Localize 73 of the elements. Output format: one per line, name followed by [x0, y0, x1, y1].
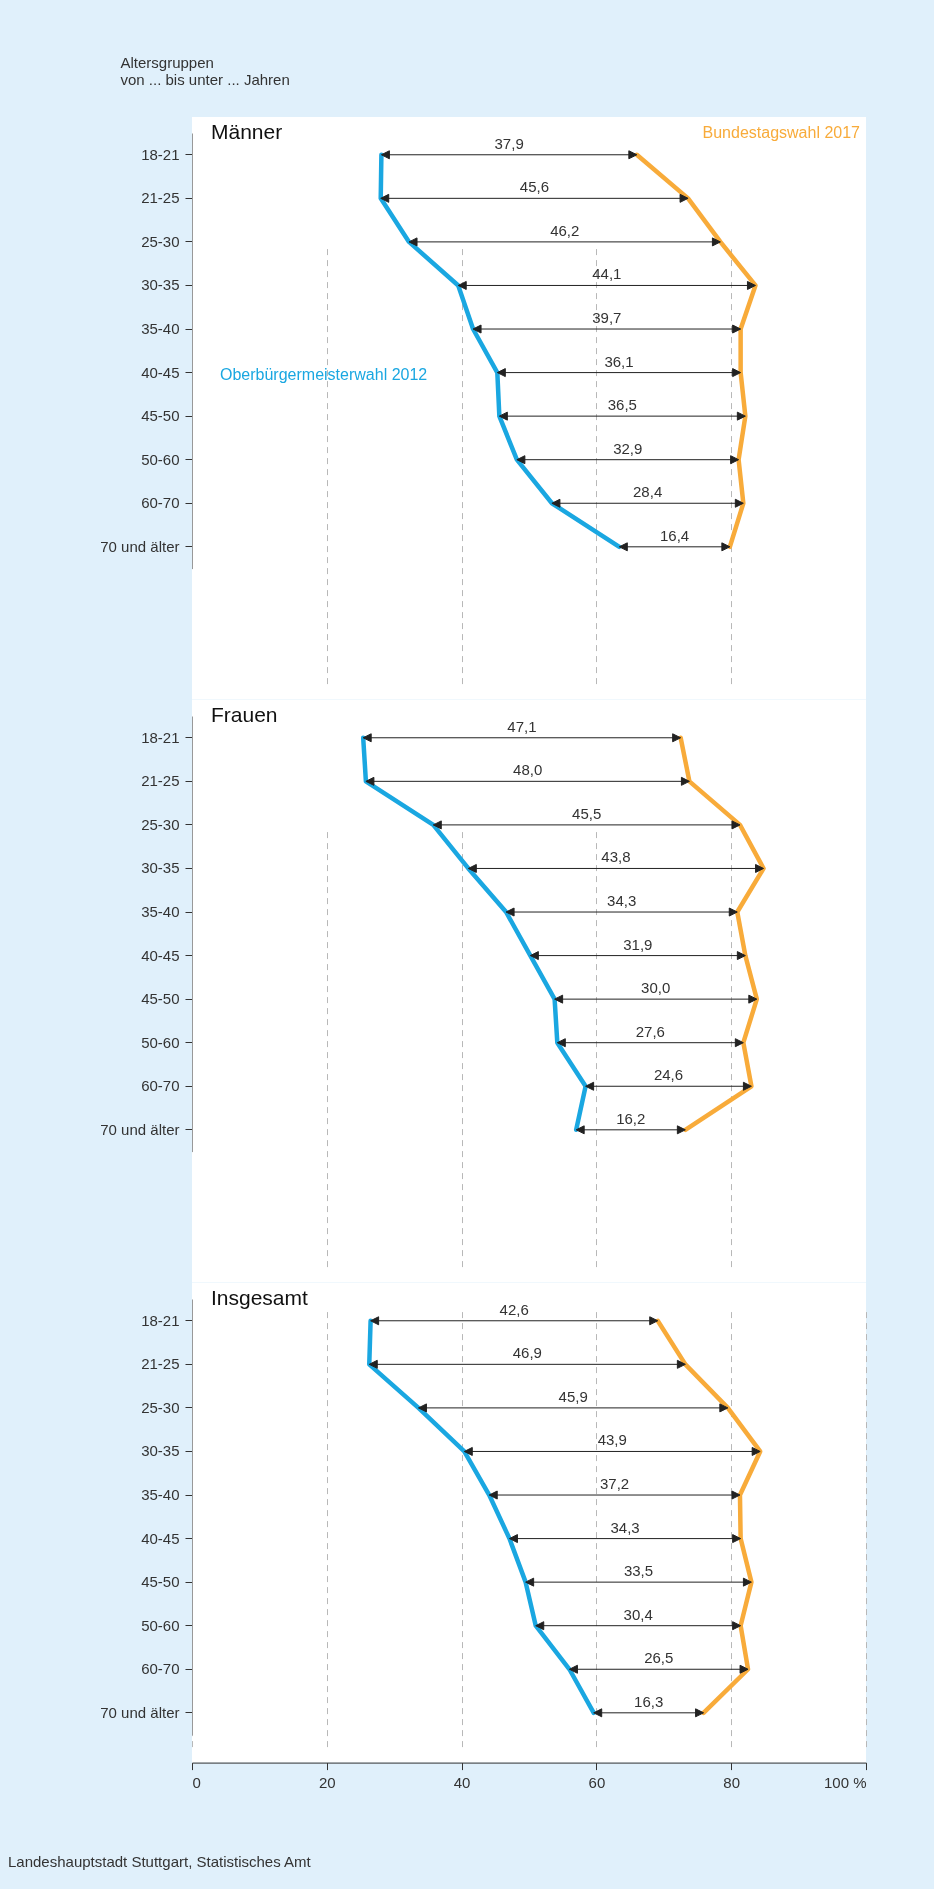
x-tick-label: 40 [453, 1774, 471, 1792]
x-tick-label: 100 % [823, 1774, 867, 1792]
annotation: 30,0 [641, 979, 671, 997]
y-tick-label: 21-25 [141, 772, 180, 790]
annotation: 36,5 [607, 396, 637, 414]
annotation: 46,9 [512, 1344, 542, 1362]
y-tick-label: 40-45 [141, 1529, 180, 1547]
annotation: 45,5 [572, 804, 602, 822]
annotation: 45,9 [558, 1387, 588, 1405]
annotation: 26,5 [644, 1649, 674, 1667]
y-tick-label: 50-60 [141, 1033, 180, 1051]
y-tick-label: 50-60 [141, 1616, 180, 1634]
y-tick-label: 60-70 [141, 494, 180, 512]
y-tick-label: 35-40 [141, 903, 180, 921]
x-tick-label: 20 [318, 1774, 336, 1792]
y-tick-label: 45-50 [141, 407, 180, 425]
y-tick-label: 70 und älter [100, 537, 180, 555]
annotation: 45,6 [519, 178, 549, 196]
annotation: 43,9 [597, 1431, 627, 1449]
annotation: 36,1 [604, 352, 634, 370]
y-tick-label: 70 und älter [100, 1120, 180, 1138]
y-tick-label: 18-21 [141, 145, 180, 163]
annotation: 27,6 [635, 1022, 665, 1040]
annotation: 16,2 [616, 1109, 646, 1127]
chart-title: Frauen [211, 703, 278, 726]
annotation: 30,4 [623, 1605, 653, 1623]
annotation: 37,9 [494, 134, 524, 152]
annotation: 47,1 [507, 717, 537, 735]
chart-title: Insgesamt [211, 1286, 309, 1309]
annotation: 37,2 [600, 1475, 630, 1493]
text: Bundestagswahl 2017 [702, 124, 861, 141]
annotation: 16,3 [634, 1692, 664, 1710]
y-tick-label: 40-45 [141, 363, 180, 381]
text: Landeshauptstadt Stuttgart, Statistisches Amt [8, 1852, 312, 1870]
y-tick-label: 60-70 [141, 1077, 180, 1095]
y-tick-label: 45-50 [141, 990, 180, 1008]
annotation: 16,4 [659, 526, 690, 544]
y-tick-label: 45-50 [141, 1573, 180, 1591]
y-tick-label: 30-35 [141, 859, 180, 877]
annotation: 34,3 [610, 1518, 640, 1536]
annotation: 28,4 [633, 483, 663, 501]
y-tick-label: 70 und älter [100, 1703, 180, 1721]
y-tick-label: 30-35 [141, 276, 180, 294]
y-tick-label: 35-40 [141, 1486, 180, 1504]
y-tick-label: 25-30 [141, 232, 180, 250]
x-tick-label: 60 [588, 1774, 606, 1792]
y-tick-label: 35-40 [141, 320, 180, 338]
annotation: 43,8 [601, 848, 631, 866]
annotation: 42,6 [499, 1300, 529, 1318]
x-tick-label: 0 [192, 1774, 201, 1792]
y-tick-label: 50-60 [141, 450, 180, 468]
y-axis-title: Altersgruppen von ... bis unter ... Jahren [120, 53, 290, 88]
annotation: 46,2 [550, 221, 580, 239]
annotation: 39,7 [592, 309, 622, 327]
annotation: 32,9 [613, 439, 643, 457]
y-tick-label: 30-35 [141, 1442, 180, 1460]
text: Oberbürgermeisterwahl 2012 [220, 366, 428, 383]
y-tick-label: 18-21 [141, 728, 180, 746]
chart-title: Männer [211, 120, 283, 143]
y-tick-label: 60-70 [141, 1660, 180, 1678]
y-tick-label: 21-25 [141, 189, 180, 207]
y-tick-label: 21-25 [141, 1355, 180, 1373]
annotation: 34,3 [607, 892, 637, 910]
y-tick-label: 18-21 [141, 1311, 180, 1329]
annotation: 24,6 [653, 1066, 684, 1084]
x-tick-label: 80 [723, 1774, 741, 1792]
annotation: 31,9 [623, 935, 653, 953]
y-tick-label: 40-45 [141, 946, 180, 964]
y-tick-label: 25-30 [141, 1398, 180, 1416]
annotation: 48,0 [513, 761, 543, 779]
y-tick-label: 25-30 [141, 815, 180, 833]
annotation: 33,5 [623, 1562, 654, 1580]
annotation: 44,1 [592, 265, 622, 283]
